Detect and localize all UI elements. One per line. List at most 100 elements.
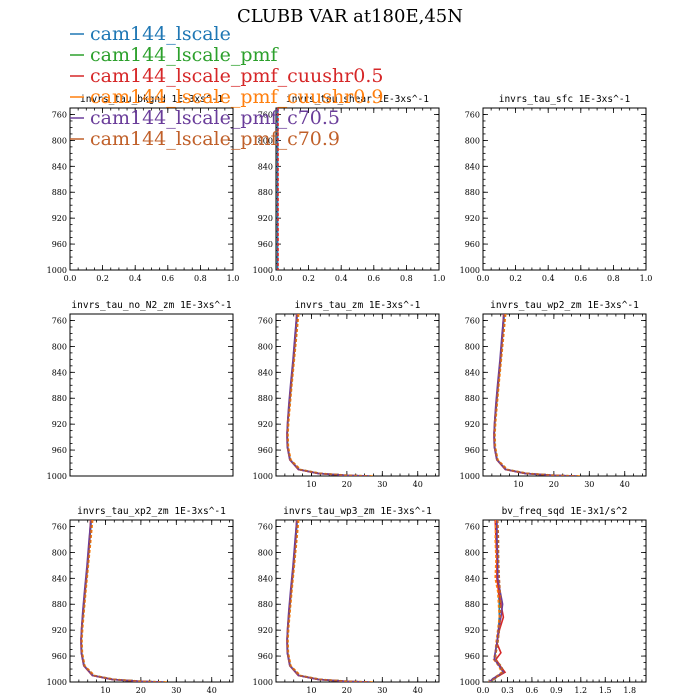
y-tick-label: 920	[465, 626, 480, 635]
y-tick-label: 920	[465, 420, 480, 429]
y-tick-label: 1000	[47, 678, 67, 687]
y-tick-label: 800	[465, 548, 480, 557]
y-tick-label: 760	[52, 522, 67, 531]
x-tick-label: 0.6	[526, 686, 539, 695]
y-tick-label: 760	[465, 522, 480, 531]
x-tick-label: 1.0	[640, 274, 653, 283]
x-tick-label: 0.2	[509, 274, 522, 283]
plot-frame	[275, 313, 440, 477]
panel-4: invrs_tau_no_N2_zm 1E-3xs^-1 760 800 840 880…	[47, 300, 234, 481]
y-tick-label: 1000	[47, 472, 67, 481]
series-group	[493, 314, 580, 476]
y-tick-label: 920	[52, 626, 67, 635]
series-line	[493, 314, 576, 476]
y-tick-label: 840	[52, 162, 67, 171]
y-tick-label: 960	[52, 240, 67, 249]
x-tick-label: 0.8	[607, 274, 620, 283]
panel-title: bv_freq_sqd 1E-3x1/s^2	[502, 506, 628, 517]
series-group	[80, 520, 167, 682]
x-tick-label: 0.8	[400, 274, 413, 283]
y-tick-label: 880	[258, 188, 273, 197]
plot-frame	[275, 519, 440, 683]
x-tick-label: 10	[306, 686, 316, 695]
y-tick-label: 800	[465, 342, 480, 351]
series-line	[286, 314, 371, 476]
x-tick-label: 40	[413, 686, 423, 695]
x-tick-label: 30	[584, 480, 594, 489]
y-tick-label: 760	[465, 316, 480, 325]
y-tick-label: 880	[465, 188, 480, 197]
plot-frame	[482, 107, 647, 271]
y-tick-label: 1000	[253, 266, 273, 275]
series-group	[488, 520, 507, 682]
x-tick-label: 30	[377, 480, 387, 489]
x-tick-label: 1.2	[574, 686, 587, 695]
series-line	[493, 314, 578, 476]
x-tick-label: 0.0	[477, 686, 490, 695]
x-tick-label: 40	[620, 480, 630, 489]
y-tick-label: 960	[52, 446, 67, 455]
panel-title: invrs_tau_shear 1E-3xs^-1	[286, 94, 429, 105]
y-tick-label: 960	[465, 652, 480, 661]
x-tick-label: 0.6	[574, 274, 587, 283]
y-tick-label: 920	[258, 214, 273, 223]
y-tick-label: 880	[52, 188, 67, 197]
x-tick-label: 0.4	[335, 274, 348, 283]
y-tick-label: 1000	[253, 472, 273, 481]
panel-9: bv_freq_sqd 1E-3x1/s^2 760 800 840 880 920 960…	[460, 506, 647, 695]
series-line	[80, 520, 164, 682]
panel-title: invrs_tau_sfc 1E-3xs^-1	[499, 94, 631, 105]
x-tick-label: 20	[549, 480, 559, 489]
legend-label: cam144_lscale_pmf_cuushr0.9	[90, 86, 383, 108]
y-tick-label: 880	[465, 600, 480, 609]
x-tick-label: 1.5	[599, 686, 612, 695]
y-tick-label: 760	[52, 110, 67, 119]
y-tick-label: 800	[258, 342, 273, 351]
panel-8: invrs_tau_wp3_zm 1E-3xs^-1 760 800 840 880 92…	[253, 506, 440, 695]
legend: cam144_lscalecam144_lscale_pmfcam144_lsc…	[70, 23, 383, 150]
y-tick-label: 1000	[460, 678, 480, 687]
series-group	[286, 520, 373, 682]
y-tick-label: 880	[258, 394, 273, 403]
y-tick-label: 880	[258, 600, 273, 609]
series-line	[493, 314, 576, 476]
y-tick-label: 960	[258, 652, 273, 661]
series-line	[286, 520, 369, 682]
y-tick-label: 960	[258, 446, 273, 455]
y-tick-label: 920	[258, 626, 273, 635]
x-tick-label: 1.0	[433, 274, 446, 283]
y-tick-label: 840	[258, 368, 273, 377]
panel-2: invrs_tau_shear 1E-3xs^-1 760 800 840 880 920…	[253, 94, 446, 283]
x-tick-label: 0.6	[161, 274, 174, 283]
y-tick-label: 920	[465, 214, 480, 223]
x-tick-label: 1.0	[227, 274, 240, 283]
y-tick-label: 840	[465, 368, 480, 377]
x-tick-label: 1.8	[623, 686, 636, 695]
y-tick-label: 800	[52, 136, 67, 145]
legend-label: cam144_lscale_pmf_cuushr0.5	[90, 65, 383, 87]
y-tick-label: 880	[52, 394, 67, 403]
y-tick-label: 760	[52, 316, 67, 325]
x-tick-label: 0.4	[542, 274, 555, 283]
y-tick-label: 920	[52, 420, 67, 429]
y-tick-label: 920	[258, 420, 273, 429]
y-tick-label: 800	[258, 136, 273, 145]
y-tick-label: 880	[465, 394, 480, 403]
x-tick-label: 0.2	[302, 274, 315, 283]
y-tick-label: 840	[258, 162, 273, 171]
series-line	[81, 520, 167, 682]
x-tick-label: 0.6	[367, 274, 380, 283]
y-tick-label: 800	[465, 136, 480, 145]
y-tick-label: 1000	[47, 266, 67, 275]
x-tick-label: 20	[342, 686, 352, 695]
x-tick-label: 40	[207, 686, 217, 695]
panel-3: invrs_tau_sfc 1E-3xs^-1 760 800 840 880 920 96…	[460, 94, 653, 283]
y-tick-label: 880	[52, 600, 67, 609]
panel-title: invrs_tau_bkgnd 1E-3xs^-1	[80, 94, 223, 105]
y-tick-label: 800	[258, 548, 273, 557]
x-tick-label: 10	[100, 686, 110, 695]
x-tick-label: 0.0	[270, 274, 283, 283]
panel-title: invrs_tau_no_N2_zm 1E-3xs^-1	[71, 300, 231, 311]
series-line	[286, 520, 370, 682]
